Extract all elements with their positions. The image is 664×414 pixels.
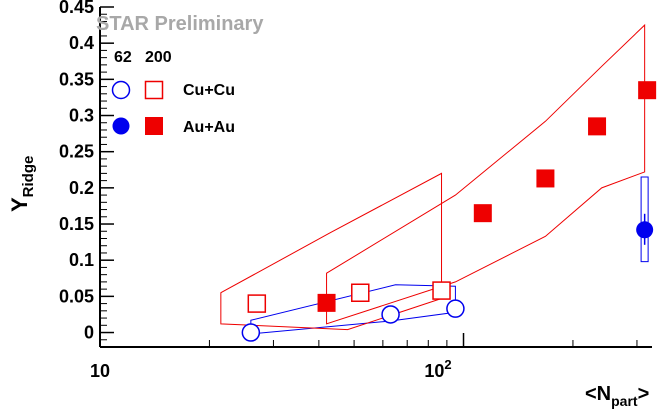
y-tick-label: 0.4 — [69, 33, 94, 53]
x-axis-title: <Npart> — [585, 383, 649, 409]
axis-ticks: 0 0.05 0.1 0.15 0.2 0.25 0.3 0.35 0.4 0.45 — [59, 0, 638, 347]
legend-label: Cu+Cu — [183, 82, 235, 99]
y-tick-label: 0.3 — [69, 106, 94, 126]
preliminary-label: STAR Preliminary — [96, 13, 264, 35]
data-point — [317, 293, 336, 312]
y-tick-label: 0.1 — [69, 250, 94, 270]
y-axis-title: YRidge — [7, 156, 37, 212]
data-point — [351, 283, 370, 302]
y-tick-label: 0.25 — [59, 142, 94, 162]
data-point — [247, 294, 267, 313]
data-point — [446, 299, 465, 318]
y-tick-label: 0.45 — [59, 0, 94, 17]
legend: 62 200 Cu+Cu Au+Au — [111, 49, 235, 136]
x-tick-label-100: 102 — [424, 357, 451, 381]
legend-energy-label: 200 — [145, 49, 172, 66]
y-axis-title-main: Y — [7, 197, 32, 212]
y-tick-label: 0.2 — [69, 178, 94, 198]
y-tick-label: 0 — [84, 323, 94, 343]
legend-energy-label: 62 — [114, 49, 132, 66]
x-axis-title-end: > — [638, 383, 650, 405]
legend-marker — [145, 117, 163, 135]
systematic-band — [326, 23, 646, 325]
plot-frame — [99, 7, 652, 348]
legend-marker — [112, 117, 130, 135]
legend-marker — [111, 80, 131, 100]
data-point — [536, 169, 555, 188]
data-point — [473, 204, 492, 223]
data-point — [381, 305, 400, 324]
y-axis-title-subscript: Ridge — [20, 156, 37, 198]
data-markers — [241, 81, 657, 342]
legend-label: Au+Au — [183, 119, 235, 136]
legend-marker — [144, 80, 164, 100]
x-tick-label-10: 10 — [90, 361, 110, 381]
data-point — [588, 117, 607, 136]
data-point — [638, 81, 657, 100]
x-tick-label-exponent: 2 — [444, 357, 451, 372]
x-axis-title-main: <N — [585, 383, 611, 405]
data-point — [636, 221, 654, 239]
data-point — [241, 323, 261, 342]
y-tick-label: 0.05 — [59, 286, 94, 306]
x-axis-title-subscript: part — [611, 393, 638, 409]
y-tick-label: 0.35 — [59, 69, 94, 89]
systematic-box — [640, 176, 649, 263]
x-tick-label-base: 10 — [424, 361, 444, 381]
y-tick-label: 0.15 — [59, 214, 94, 234]
data-point — [432, 281, 451, 300]
